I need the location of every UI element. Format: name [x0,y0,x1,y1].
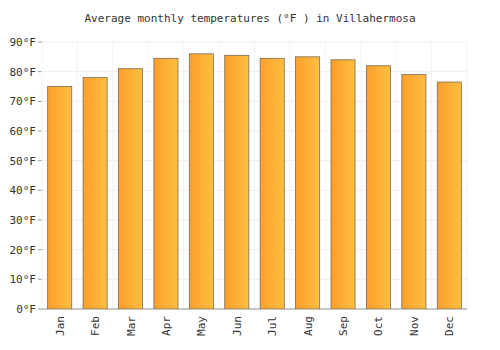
grid-line-vertical [183,42,184,309]
x-tick-label: May [195,316,208,336]
tick-mark [38,160,42,161]
grid-line-vertical [289,42,290,309]
title: Average monthly temperatures (°F ) in Vi… [84,12,415,25]
bar [437,82,461,309]
grid-line-vertical [325,42,326,309]
tick-mark [38,42,42,43]
x-tick-label: Mar [125,316,138,336]
x-tick-label: Feb [89,316,102,336]
grid-line-vertical [396,42,397,309]
bar [331,60,355,309]
bar [154,58,178,309]
bar [83,78,107,309]
chart-svg: Average monthly temperatures (°F ) in Vi… [0,0,500,350]
tick-mark [38,309,42,310]
tick-mark [38,101,42,102]
bar [402,75,426,309]
bar [260,58,284,309]
grid-line-vertical [467,42,468,309]
bar [189,54,213,309]
tick-mark [38,220,42,221]
y-tick-label: 90°F [10,36,37,49]
grid-line-vertical [219,42,220,309]
y-tick-label: 60°F [10,125,37,138]
y-tick-label: 40°F [10,184,37,197]
x-tick-label: Sep [337,316,350,336]
grid-line-vertical [42,42,43,309]
grid-line-vertical [77,42,78,309]
chart-container: Average monthly temperatures (°F ) in Vi… [0,0,500,350]
y-tick-label: 10°F [10,273,37,286]
x-tick-label: Oct [372,316,385,336]
tick-mark [38,71,42,72]
tick-mark [38,131,42,132]
grid-line-vertical [360,42,361,309]
grid-line-vertical [431,42,432,309]
bar [296,57,320,309]
bar [225,55,249,309]
x-tick-label: Jun [231,316,244,336]
y-tick-label: 0°F [16,303,36,316]
y-tick-label: 70°F [10,95,37,108]
y-tick-label: 50°F [10,155,37,168]
tick-mark [38,190,42,191]
x-tick-label: Aug [302,316,315,336]
bar [119,69,143,309]
bar [48,87,72,310]
bar [366,66,390,309]
grid-line-vertical [112,42,113,309]
grid-line-vertical [254,42,255,309]
x-tick-label: Apr [160,316,173,336]
y-tick-label: 20°F [10,244,37,257]
x-tick-label: Jan [54,316,67,336]
x-tick-label: Dec [443,316,456,336]
y-tick-label: 80°F [10,66,37,79]
x-tick-label: Nov [408,316,421,336]
tick-mark [38,279,42,280]
y-tick-label: 30°F [10,214,37,227]
tick-mark [38,249,42,250]
x-tick-label: Jul [266,316,279,336]
bars [48,54,462,309]
grid-line-vertical [148,42,149,309]
